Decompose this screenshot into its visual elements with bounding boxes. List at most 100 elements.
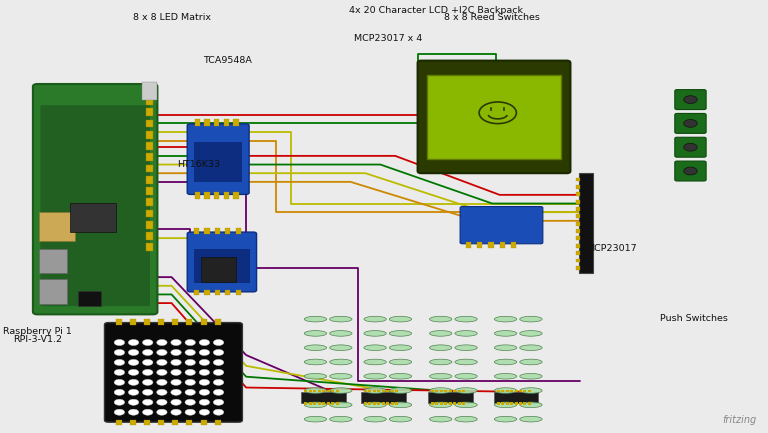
Text: RPI-3-V1.2: RPI-3-V1.2 [13, 336, 62, 344]
Ellipse shape [429, 402, 452, 408]
Circle shape [170, 379, 181, 385]
Circle shape [157, 369, 167, 375]
Bar [382, 402, 385, 405]
FancyBboxPatch shape [361, 392, 406, 403]
Ellipse shape [520, 417, 542, 422]
Ellipse shape [520, 316, 542, 322]
Circle shape [199, 389, 210, 395]
Bar [528, 390, 531, 392]
Circle shape [170, 399, 181, 405]
FancyBboxPatch shape [428, 392, 473, 403]
Ellipse shape [304, 316, 326, 322]
Bar [440, 390, 443, 392]
Circle shape [170, 389, 181, 395]
Circle shape [157, 359, 167, 365]
Bar [386, 390, 389, 392]
Ellipse shape [304, 331, 326, 336]
Ellipse shape [364, 316, 386, 322]
Bar [445, 390, 448, 392]
Bar [146, 153, 153, 161]
Bar [215, 290, 220, 295]
Circle shape [684, 120, 697, 127]
Text: MCP23017: MCP23017 [586, 245, 637, 253]
Bar [223, 192, 229, 199]
Circle shape [185, 409, 195, 415]
Bar [146, 221, 153, 229]
Bar [158, 420, 164, 425]
Bar [204, 228, 210, 234]
Bar [195, 192, 200, 199]
Bar [225, 228, 230, 234]
Bar [326, 390, 329, 392]
Ellipse shape [455, 402, 477, 408]
Bar [225, 290, 230, 295]
Circle shape [114, 369, 124, 375]
Bar [116, 420, 121, 425]
Ellipse shape [329, 373, 352, 379]
Bar [453, 390, 456, 392]
Ellipse shape [429, 388, 452, 393]
Bar [488, 242, 494, 248]
Bar [396, 402, 399, 405]
Bar [187, 420, 193, 425]
FancyBboxPatch shape [494, 392, 538, 403]
Circle shape [128, 399, 139, 405]
Text: TCA9548A: TCA9548A [203, 56, 252, 65]
Ellipse shape [429, 359, 452, 365]
Bar [116, 319, 121, 325]
Text: 4x 20 Character LCD +I2C Backpack: 4x 20 Character LCD +I2C Backpack [349, 6, 523, 15]
Bar [505, 390, 508, 392]
Bar [214, 119, 220, 126]
Text: 8 x 8 Reed Switches: 8 x 8 Reed Switches [444, 13, 540, 22]
Bar [505, 402, 508, 405]
Circle shape [114, 349, 124, 355]
Bar [449, 390, 452, 392]
FancyBboxPatch shape [39, 249, 68, 273]
Bar [576, 244, 580, 248]
Ellipse shape [520, 359, 542, 365]
Bar [462, 390, 465, 392]
Bar [524, 390, 526, 392]
FancyBboxPatch shape [33, 84, 157, 314]
Bar [369, 390, 372, 392]
Ellipse shape [304, 359, 326, 365]
Bar [233, 192, 239, 199]
Bar [576, 259, 580, 262]
Bar [130, 420, 136, 425]
Bar [576, 222, 580, 226]
Circle shape [128, 359, 139, 365]
Bar [309, 390, 312, 392]
Bar [396, 390, 399, 392]
Bar [322, 402, 325, 405]
Circle shape [143, 389, 153, 395]
Bar [194, 228, 199, 234]
Bar [144, 420, 150, 425]
Bar [144, 319, 150, 325]
Bar [304, 390, 307, 392]
Circle shape [114, 359, 124, 365]
Ellipse shape [389, 316, 412, 322]
Ellipse shape [495, 359, 517, 365]
Text: MCP23017 x 4: MCP23017 x 4 [353, 35, 422, 43]
Bar [204, 119, 210, 126]
Bar [146, 198, 153, 206]
Circle shape [128, 369, 139, 375]
Bar [497, 390, 500, 392]
Bar [458, 402, 461, 405]
Ellipse shape [364, 373, 386, 379]
Ellipse shape [495, 417, 517, 422]
FancyBboxPatch shape [187, 124, 249, 194]
Bar [576, 192, 580, 196]
Ellipse shape [455, 345, 477, 351]
Bar [322, 390, 325, 392]
FancyBboxPatch shape [39, 279, 68, 304]
Circle shape [199, 359, 210, 365]
FancyBboxPatch shape [104, 323, 243, 422]
Bar [146, 210, 153, 217]
Ellipse shape [495, 373, 517, 379]
Bar [200, 319, 207, 325]
Ellipse shape [389, 417, 412, 422]
Bar [336, 390, 339, 392]
Ellipse shape [389, 359, 412, 365]
Circle shape [214, 359, 223, 365]
